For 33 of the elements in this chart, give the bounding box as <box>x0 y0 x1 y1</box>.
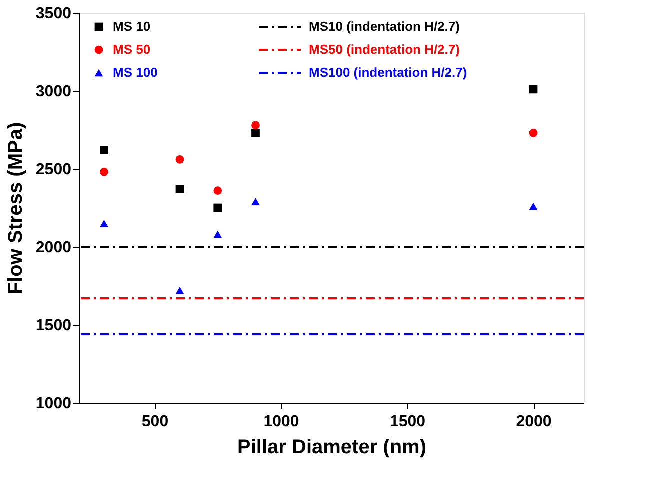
y-tick-label: 1000 <box>36 396 72 412</box>
x-axis-title: Pillar Diameter (nm) <box>238 436 426 458</box>
legend-label: MS 10 <box>113 19 151 34</box>
x-tick-label: 500 <box>142 414 169 430</box>
x-tick-label: 1000 <box>264 414 300 430</box>
point <box>176 185 184 194</box>
point <box>214 204 222 212</box>
point <box>252 121 260 130</box>
point <box>214 230 222 238</box>
point <box>529 128 538 138</box>
y-axis-title: Flow Stress (MPa) <box>4 122 27 295</box>
legend-label: MS 100 <box>113 65 158 80</box>
point <box>252 198 260 206</box>
point <box>252 128 260 138</box>
x-tick-label: 2000 <box>516 414 552 430</box>
legend-label: MS 50 <box>113 42 151 57</box>
point <box>100 220 108 228</box>
y-tick-label: 1500 <box>36 318 72 334</box>
y-tick-label: 3500 <box>36 6 72 22</box>
point <box>529 202 538 210</box>
y-tick-label: 2500 <box>36 162 72 178</box>
legend-label: MS100 (indentation H/2.7) <box>309 65 468 80</box>
point <box>176 155 184 164</box>
y-tick-label: 2000 <box>36 240 72 256</box>
point <box>214 186 222 196</box>
point <box>529 85 538 94</box>
point <box>100 168 108 176</box>
point <box>100 146 108 154</box>
x-tick-label: 1500 <box>390 414 426 430</box>
point <box>176 287 184 294</box>
y-tick-label: 3000 <box>36 84 72 100</box>
legend-label: MS50 (indentation H/2.7) <box>309 42 460 57</box>
legend-label: MS10 (indentation H/2.7) <box>309 19 460 34</box>
